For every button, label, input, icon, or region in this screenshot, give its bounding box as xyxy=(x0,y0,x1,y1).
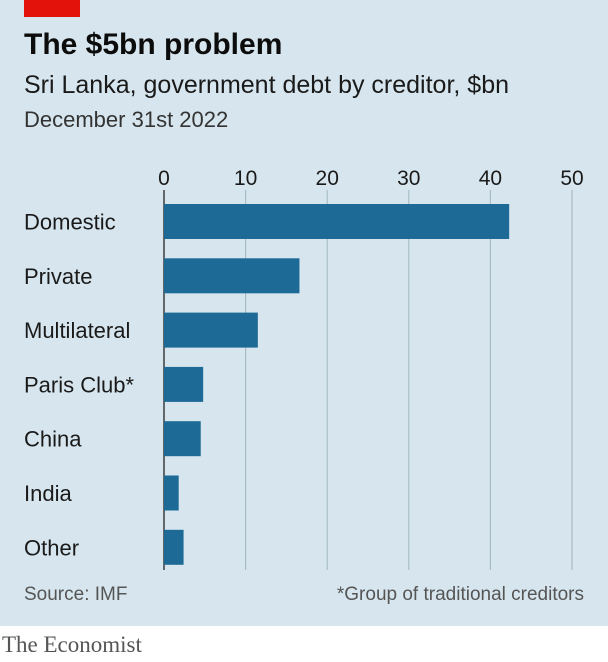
x-tick-label: 0 xyxy=(158,167,170,190)
x-tick-label: 30 xyxy=(397,167,420,190)
x-tick-label: 50 xyxy=(560,167,583,190)
x-tick-label: 20 xyxy=(316,167,339,190)
bar-india xyxy=(164,475,179,511)
economist-logo: The Economist xyxy=(2,632,142,657)
category-label: Multilateral xyxy=(24,318,130,343)
source-note: Source: IMF xyxy=(24,584,128,605)
category-label: Domestic xyxy=(24,210,116,235)
category-label: Other xyxy=(24,535,79,560)
x-tick-label: 40 xyxy=(479,167,502,190)
x-tick-label: 10 xyxy=(234,167,257,190)
chart-card: The $5bn problem Sri Lanka, government d… xyxy=(0,0,608,626)
chart-subtitle: Sri Lanka, government debt by creditor, … xyxy=(24,71,510,99)
chart-title: The $5bn problem xyxy=(24,28,283,61)
bars xyxy=(164,204,510,565)
bar-other xyxy=(164,529,184,565)
brand-accent-tag xyxy=(24,0,80,17)
x-axis-ticks: 0 10 20 30 40 50 xyxy=(158,167,584,190)
category-label: India xyxy=(24,481,72,506)
category-label: Paris Club* xyxy=(24,372,134,397)
category-label: Private xyxy=(24,264,92,289)
category-labels: Domestic Private Multilateral Paris Club* Ch… xyxy=(24,210,134,561)
bar-paris-club xyxy=(164,366,204,402)
category-label: China xyxy=(24,427,82,452)
bar-chart: 0 10 20 30 40 50 Domestic Private Multilateral P… xyxy=(24,167,584,570)
bar-private xyxy=(164,258,300,294)
bar-multilateral xyxy=(164,312,258,348)
gridlines xyxy=(163,190,573,570)
chart-date: December 31st 2022 xyxy=(24,107,229,132)
footnote: *Group of traditional creditors xyxy=(336,584,584,605)
bar-china xyxy=(164,421,201,457)
bar-domestic xyxy=(164,204,510,239)
